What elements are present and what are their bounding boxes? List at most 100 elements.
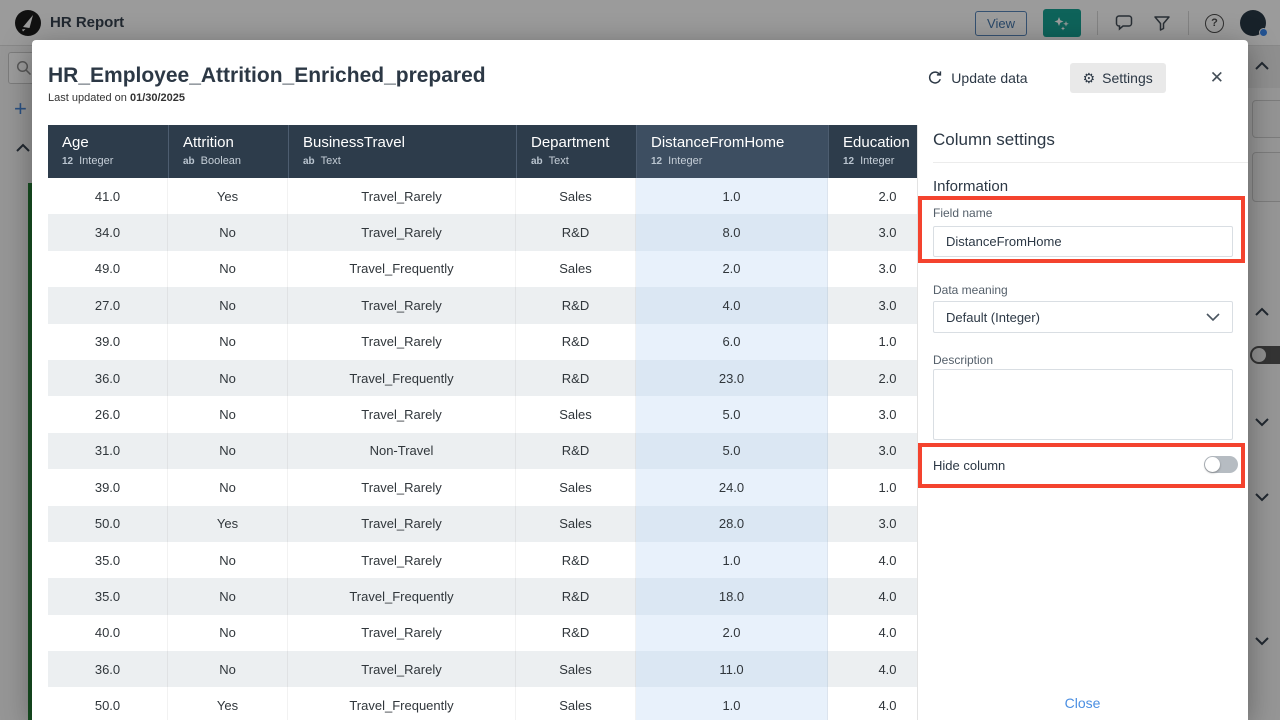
column-header-Education[interactable]: Education 12 Integer <box>828 125 917 178</box>
field-name-input[interactable]: DistanceFromHome <box>933 226 1233 257</box>
table-cell[interactable]: 8.0 <box>636 214 828 251</box>
table-cell[interactable]: 3.0 <box>828 433 917 469</box>
table-row[interactable]: 36.0 No Travel_Frequently R&D 23.0 2.0 <box>48 359 917 397</box>
table-row[interactable]: 40.0 No Travel_Rarely R&D 2.0 4.0 <box>48 614 917 652</box>
table-cell[interactable]: Travel_Frequently <box>288 250 516 288</box>
table-cell[interactable]: 35.0 <box>48 541 168 579</box>
chevron-down-icon[interactable] <box>1253 491 1271 503</box>
table-cell[interactable]: 36.0 <box>48 359 168 397</box>
table-cell[interactable]: 24.0 <box>636 469 828 506</box>
table-cell[interactable]: 27.0 <box>48 287 168 324</box>
table-cell[interactable]: 3.0 <box>828 287 917 323</box>
table-row[interactable]: 39.0 No Travel_Rarely Sales 24.0 1.0 <box>48 469 917 506</box>
table-cell[interactable]: 3.0 <box>828 396 917 432</box>
table-row[interactable]: 36.0 No Travel_Rarely Sales 11.0 4.0 <box>48 651 917 688</box>
table-cell[interactable]: 4.0 <box>828 578 917 614</box>
table-cell[interactable]: 1.0 <box>828 469 917 505</box>
column-header-BusinessTravel[interactable]: BusinessTravel ab Text <box>288 125 516 178</box>
table-cell[interactable]: 5.0 <box>636 396 828 433</box>
table-cell[interactable]: 36.0 <box>48 651 168 688</box>
filter-icon[interactable] <box>1152 13 1172 33</box>
table-cell[interactable]: Yes <box>168 687 288 720</box>
table-cell[interactable]: Travel_Rarely <box>288 178 516 215</box>
table-cell[interactable]: No <box>168 287 288 324</box>
table-cell[interactable]: Sales <box>516 396 636 433</box>
table-cell[interactable]: 3.0 <box>828 251 917 287</box>
table-cell[interactable]: 31.0 <box>48 432 168 470</box>
table-cell[interactable]: 1.0 <box>828 324 917 360</box>
hide-column-toggle[interactable] <box>1204 456 1238 473</box>
table-cell[interactable]: 1.0 <box>636 541 828 579</box>
sparkle-button[interactable] <box>1043 9 1081 37</box>
help-icon[interactable]: ? <box>1205 13 1224 33</box>
chevron-up-icon[interactable] <box>1253 306 1271 318</box>
settings-button[interactable]: ⚙ Settings <box>1069 63 1166 93</box>
description-textarea[interactable] <box>933 369 1233 440</box>
table-row[interactable]: 35.0 No Travel_Frequently R&D 18.0 4.0 <box>48 578 917 615</box>
table-cell[interactable]: 4.0 <box>828 687 917 720</box>
table-cell[interactable]: 4.0 <box>828 542 917 578</box>
avatar[interactable] <box>1240 10 1268 37</box>
table-cell[interactable]: 34.0 <box>48 214 168 251</box>
column-header-Attrition[interactable]: Attrition ab Boolean <box>168 125 288 178</box>
table-row[interactable]: 26.0 No Travel_Rarely Sales 5.0 3.0 <box>48 396 917 433</box>
table-cell[interactable]: 6.0 <box>636 323 828 360</box>
table-cell[interactable]: Travel_Rarely <box>288 287 516 324</box>
close-icon[interactable]: ✕ <box>1209 68 1224 87</box>
table-cell[interactable]: Non-Travel <box>288 432 516 470</box>
table-cell[interactable]: 2.0 <box>828 360 917 396</box>
table-cell[interactable]: R&D <box>516 541 636 579</box>
table-cell[interactable]: R&D <box>516 214 636 251</box>
table-cell[interactable]: No <box>168 323 288 360</box>
table-cell[interactable]: 49.0 <box>48 250 168 288</box>
add-button[interactable]: + <box>14 96 27 121</box>
table-cell[interactable]: Travel_Frequently <box>288 578 516 615</box>
chevron-up-icon[interactable] <box>1253 60 1271 72</box>
table-cell[interactable]: R&D <box>516 578 636 615</box>
app-logo-icon[interactable] <box>14 9 42 37</box>
table-cell[interactable]: No <box>168 541 288 579</box>
table-cell[interactable]: 35.0 <box>48 578 168 615</box>
data-meaning-select[interactable]: Default (Integer) <box>933 301 1233 333</box>
table-cell[interactable]: Travel_Rarely <box>288 323 516 360</box>
table-cell[interactable]: 11.0 <box>636 651 828 688</box>
table-cell[interactable]: No <box>168 359 288 397</box>
table-cell[interactable]: Travel_Frequently <box>288 359 516 397</box>
table-cell[interactable]: 23.0 <box>636 359 828 397</box>
table-cell[interactable]: Travel_Rarely <box>288 396 516 433</box>
table-cell[interactable]: 18.0 <box>636 578 828 615</box>
table-cell[interactable]: Sales <box>516 178 636 215</box>
table-cell[interactable]: 39.0 <box>48 323 168 360</box>
table-cell[interactable]: Yes <box>168 178 288 215</box>
table-row[interactable]: 39.0 No Travel_Rarely R&D 6.0 1.0 <box>48 323 917 360</box>
chat-icon[interactable] <box>1114 12 1136 34</box>
table-cell[interactable]: 4.0 <box>636 287 828 324</box>
table-cell[interactable]: No <box>168 651 288 688</box>
chevron-up-icon[interactable] <box>14 142 32 154</box>
close-panel-link[interactable]: Close <box>1064 695 1101 711</box>
table-cell[interactable]: Sales <box>516 505 636 542</box>
table-cell[interactable]: 2.0 <box>636 250 828 288</box>
table-cell[interactable]: No <box>168 614 288 652</box>
table-cell[interactable]: 2.0 <box>828 178 917 214</box>
table-cell[interactable]: Travel_Rarely <box>288 651 516 688</box>
table-cell[interactable]: 39.0 <box>48 469 168 506</box>
chevron-down-icon[interactable] <box>1253 635 1271 647</box>
table-cell[interactable]: Travel_Rarely <box>288 214 516 251</box>
table-cell[interactable]: 40.0 <box>48 614 168 652</box>
table-row[interactable]: 31.0 No Non-Travel R&D 5.0 3.0 <box>48 432 917 470</box>
column-header-Age[interactable]: Age 12 Integer <box>48 125 168 178</box>
table-cell[interactable]: 26.0 <box>48 396 168 433</box>
table-cell[interactable]: No <box>168 578 288 615</box>
table-row[interactable]: 49.0 No Travel_Frequently Sales 2.0 3.0 <box>48 250 917 288</box>
table-row[interactable]: 27.0 No Travel_Rarely R&D 4.0 3.0 <box>48 287 917 324</box>
table-cell[interactable]: Travel_Rarely <box>288 541 516 579</box>
table-cell[interactable]: 3.0 <box>828 214 917 250</box>
table-row[interactable]: 50.0 Yes Travel_Frequently Sales 1.0 4.0 <box>48 687 917 720</box>
view-button[interactable]: View <box>975 10 1027 36</box>
table-cell[interactable]: Travel_Rarely <box>288 469 516 506</box>
column-header-Department[interactable]: Department ab Text <box>516 125 636 178</box>
table-cell[interactable]: Travel_Rarely <box>288 505 516 542</box>
table-cell[interactable]: 1.0 <box>636 178 828 215</box>
table-cell[interactable]: R&D <box>516 614 636 652</box>
